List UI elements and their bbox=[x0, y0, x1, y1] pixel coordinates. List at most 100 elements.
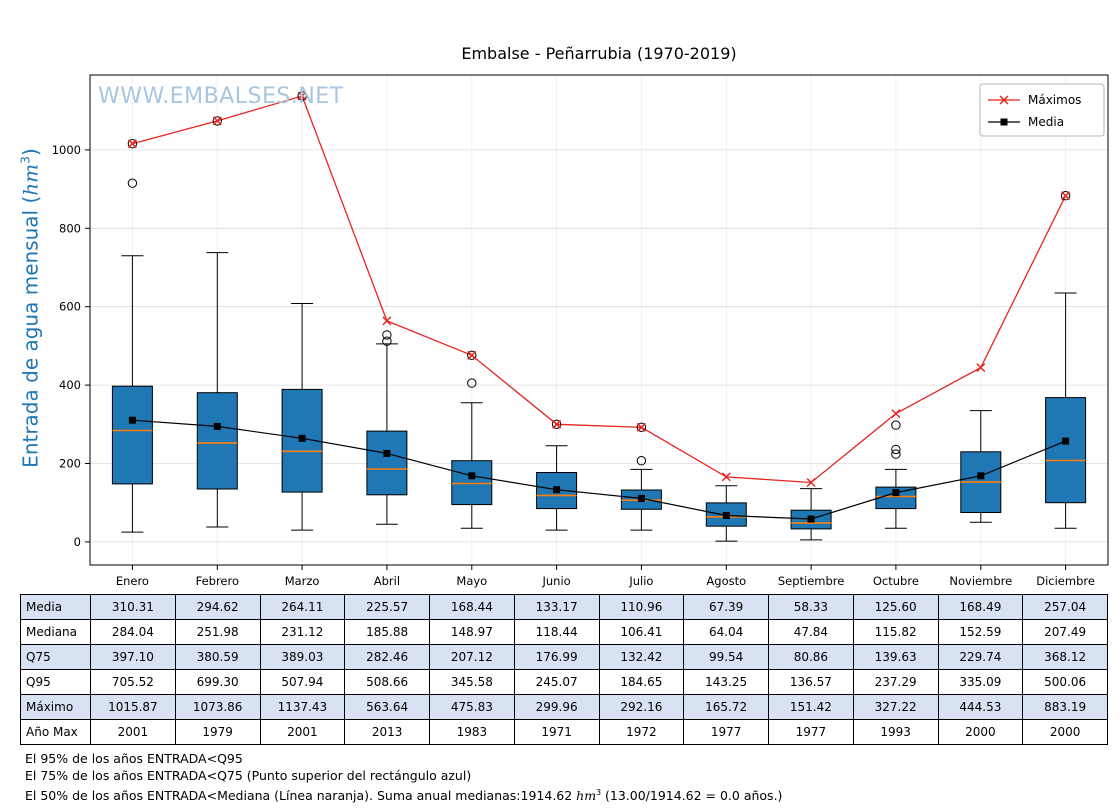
table-cell: 292.16 bbox=[598, 694, 685, 720]
mean-marker bbox=[892, 489, 900, 497]
max-marker bbox=[127, 139, 137, 149]
box bbox=[111, 385, 153, 485]
table-cell: 80.86 bbox=[768, 644, 854, 670]
table-cell: 699.30 bbox=[174, 669, 261, 695]
table-cell: 115.82 bbox=[852, 619, 939, 645]
table-cell: 563.64 bbox=[344, 694, 430, 720]
table-cell: 284.04 bbox=[90, 619, 176, 645]
plot-border bbox=[89, 74, 1109, 566]
table-cell: 335.09 bbox=[937, 669, 1024, 695]
mean-marker bbox=[977, 472, 985, 480]
y-axis-label-text: Entrada de agua mensual ( bbox=[18, 195, 43, 468]
x-tick-label: Julio bbox=[628, 574, 653, 588]
max-marker bbox=[806, 477, 816, 488]
row-label: Media bbox=[20, 594, 91, 620]
table-cell: 1983 bbox=[429, 719, 515, 745]
outlier bbox=[297, 91, 307, 101]
table-cell: 1015.87 bbox=[90, 694, 176, 720]
table-cell: 389.03 bbox=[259, 644, 346, 670]
x-tick-label: Octubre bbox=[873, 574, 919, 588]
box bbox=[1045, 397, 1087, 504]
max-marker bbox=[467, 350, 477, 360]
outlier bbox=[467, 350, 477, 360]
outlier bbox=[382, 336, 392, 346]
table-cell: 294.62 bbox=[174, 594, 261, 620]
max-marker bbox=[382, 316, 392, 326]
maximos-line bbox=[127, 91, 1071, 488]
table-row: Q95 705.52 699.30 507.94 508.66 345.58 245.07 1… bbox=[20, 669, 1108, 695]
table-cell: 310.31 bbox=[90, 594, 176, 620]
table-cell: 883.19 bbox=[1022, 694, 1108, 720]
table-cell: 2001 bbox=[90, 719, 176, 745]
table-cell: 207.12 bbox=[429, 644, 515, 670]
table-cell: 106.41 bbox=[598, 619, 685, 645]
max-marker bbox=[297, 91, 307, 101]
table-cell: 2001 bbox=[259, 719, 346, 745]
table-cell: 299.96 bbox=[513, 694, 600, 720]
outlier bbox=[551, 419, 562, 429]
table-row: Año Max 2001 1979 2001 2013 1983 1971 1972 1977 1… bbox=[20, 719, 1108, 745]
table-row: Máximo 1015.87 1073.86 1137.43 563.64 475.83 2… bbox=[20, 694, 1108, 720]
x-tick-label: Septiembre bbox=[778, 574, 845, 588]
table-cell: 1977 bbox=[768, 719, 854, 745]
table-cell: 1977 bbox=[683, 719, 769, 745]
outlier bbox=[636, 422, 647, 432]
table-cell: 705.52 bbox=[90, 669, 176, 695]
legend-label-media: Media bbox=[1028, 115, 1064, 129]
x-tick-label: Agosto bbox=[706, 574, 746, 588]
footer-note-q75: El 75% de los años ENTRADA<Q75 (Punto su… bbox=[25, 768, 472, 783]
y-tick-label: 1000 bbox=[52, 143, 81, 157]
mean-marker bbox=[298, 434, 306, 442]
x-tick-label: Enero bbox=[116, 574, 149, 588]
x-tick-label: Diciembre bbox=[1036, 574, 1095, 588]
table-cell: 165.72 bbox=[683, 694, 769, 720]
table-cell: 1993 bbox=[852, 719, 939, 745]
y-axis-label: Entrada de agua mensual (hm3) bbox=[18, 148, 43, 468]
table-cell: 148.97 bbox=[429, 619, 515, 645]
table-row: Q75 397.10 380.59 389.03 282.46 207.12 176.99 1… bbox=[20, 644, 1108, 670]
y-tick-label: 0 bbox=[74, 535, 81, 549]
media-line bbox=[128, 416, 1070, 523]
table-cell: 380.59 bbox=[174, 644, 261, 670]
mean-marker bbox=[213, 422, 221, 430]
legend: Máximos Media bbox=[979, 83, 1105, 137]
table-cell: 168.44 bbox=[429, 594, 515, 620]
mean-marker bbox=[553, 486, 561, 494]
table-cell: 136.57 bbox=[768, 669, 854, 695]
table-cell: 1972 bbox=[598, 719, 685, 745]
outlier bbox=[127, 139, 138, 149]
y-axis-unit: hm bbox=[18, 163, 43, 196]
table-cell: 67.39 bbox=[683, 594, 769, 620]
max-marker bbox=[1061, 191, 1071, 201]
box bbox=[196, 392, 238, 490]
table-cell: 1137.43 bbox=[259, 694, 346, 720]
table-cell: 231.12 bbox=[259, 619, 346, 645]
table-cell: 118.44 bbox=[513, 619, 600, 645]
table-cell: 1971 bbox=[513, 719, 600, 745]
y-tick-label: 600 bbox=[59, 300, 81, 314]
outlier bbox=[636, 456, 647, 466]
table-cell: 185.88 bbox=[344, 619, 430, 645]
mean-marker bbox=[1062, 437, 1070, 445]
mean-marker bbox=[637, 494, 645, 502]
row-label: Año Max bbox=[20, 719, 91, 745]
table-cell: 143.25 bbox=[683, 669, 769, 695]
table-cell: 245.07 bbox=[513, 669, 600, 695]
y-tick-label: 400 bbox=[59, 378, 81, 392]
footer-note-mediana-tail: (13.00/1914.62 = 0.0 años.) bbox=[601, 788, 783, 804]
table-cell: 397.10 bbox=[90, 644, 176, 670]
table-cell: 500.06 bbox=[1022, 669, 1108, 695]
y-tick-label: 800 bbox=[59, 221, 81, 235]
table-cell: 282.46 bbox=[344, 644, 430, 670]
y-axis-exponent: 3 bbox=[17, 155, 33, 164]
x-tick-label: Abril bbox=[374, 574, 400, 588]
box bbox=[875, 486, 917, 510]
table-cell: 207.49 bbox=[1022, 619, 1108, 645]
table-cell: 151.42 bbox=[768, 694, 854, 720]
boxplots bbox=[111, 178, 1087, 542]
footer-exponent: 3 bbox=[596, 788, 602, 797]
mean-marker bbox=[722, 512, 730, 519]
chart-title: Embalse - Peñarrubia (1970-2019) bbox=[461, 44, 737, 63]
box bbox=[451, 460, 493, 506]
y-tick-label: 200 bbox=[59, 457, 81, 471]
